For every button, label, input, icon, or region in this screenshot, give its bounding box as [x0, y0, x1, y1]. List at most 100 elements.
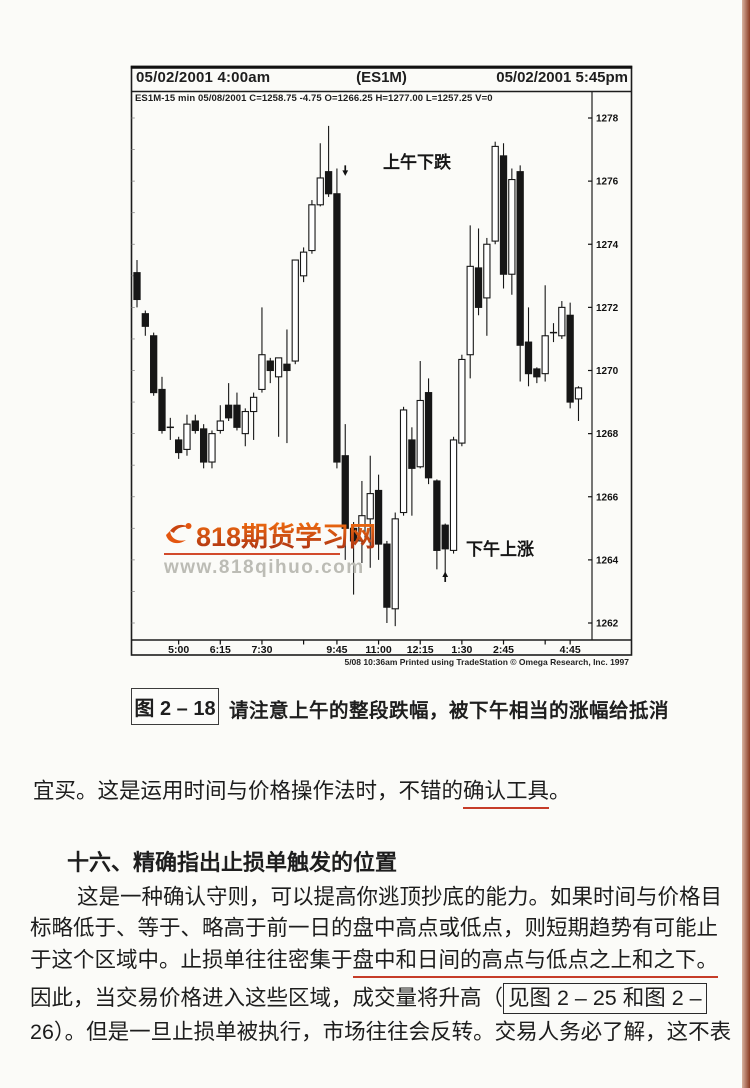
- candle-up: [483, 243, 491, 299]
- candle-down: [433, 480, 441, 551]
- x-axis-label: 4:45: [560, 644, 581, 656]
- candle-down: [524, 341, 533, 375]
- candle-down: [191, 420, 199, 432]
- candle-down: [266, 360, 274, 372]
- x-axis-label: 12:15: [407, 644, 434, 656]
- candle-up: [541, 335, 549, 375]
- y-axis-label: 1268: [596, 429, 619, 440]
- paragraph-2-line-4-lead: 因此，当交易价格进入这些区域，成交量将升高（: [30, 986, 504, 1010]
- section-heading: 十六、精确指出止损单触发的位置: [67, 850, 398, 875]
- watermark-url: www.818qihuo.com: [164, 557, 365, 578]
- x-axis-label: 11:00: [365, 644, 391, 656]
- candle-up: [274, 357, 283, 378]
- paragraph-2-line-3: 于这个区域中。止损单往往密集于盘中和日间的高点与低点之上和之下。: [30, 948, 719, 978]
- y-axis-label: 1276: [596, 177, 619, 188]
- candle-down: [349, 527, 358, 542]
- candle-down: [408, 439, 416, 469]
- paragraph-2-underlined-phrase: 盘中和日间的高点与低点之上和之下。: [352, 948, 719, 978]
- paragraph-1-underlined-phrase: 确认工具: [463, 779, 550, 809]
- candle-down: [150, 335, 158, 394]
- candle-down: [199, 428, 208, 463]
- candle-up: [366, 493, 374, 520]
- candle-up: [491, 145, 499, 242]
- candle-down: [499, 155, 508, 275]
- candle-down: [374, 489, 383, 545]
- paragraph-2-line-3-lead: 于这个区域中。止损单往往密集于: [30, 948, 353, 972]
- watermark: 818期货学习网 www.818qihuo.com: [164, 520, 376, 579]
- y-axis-label: 1278: [596, 114, 619, 125]
- x-axis-label: 5:00: [168, 644, 189, 656]
- x-axis-label: 7:30: [251, 644, 272, 656]
- candle-up: [249, 396, 258, 413]
- y-axis-label: 1270: [596, 366, 619, 377]
- y-axis-label: 1264: [596, 555, 619, 566]
- watermark-logo-icon: [164, 519, 194, 552]
- figure-label: 图 2 – 18: [134, 698, 216, 720]
- x-axis-label: 1:30: [451, 644, 472, 656]
- paragraph-1-lead: 宜买。这是运用时间与价格操作法时，不错的: [33, 779, 464, 803]
- candle-down: [516, 171, 524, 346]
- figure-caption: 请注意上午的整段跌幅，被下午相当的涨幅给抵消: [229, 700, 670, 722]
- chart-session-end: 05/02/2001 5:45pm: [496, 69, 628, 86]
- watermark-brand-text: 818期货学习网: [196, 522, 377, 552]
- chart-session-start: 05/02/2001 4:00am: [136, 69, 271, 86]
- x-axis-label: 6:15: [210, 644, 231, 656]
- chart-print-footer: 5/08 10:36am Printed using TradeStation …: [344, 657, 629, 667]
- candle-down: [141, 313, 149, 327]
- candle-up: [399, 409, 408, 514]
- x-axis-label: 9:45: [326, 644, 347, 656]
- candle-up: [449, 439, 458, 551]
- y-axis-label: 1266: [596, 492, 619, 503]
- candle-down: [341, 455, 349, 529]
- candle-up: [291, 259, 299, 362]
- figure-label-box: 图 2 – 18: [131, 688, 219, 725]
- watermark-underline: [164, 553, 340, 555]
- paragraph-2-line-5: 26）。但是一旦止损单被执行，市场往往会反转。交易人务必了解，这不表: [30, 1020, 732, 1044]
- candle-down: [424, 392, 433, 479]
- candle-up: [308, 204, 316, 252]
- paragraph-2-line-4: 因此，当交易价格进入这些区域，成交量将升高（ 见图 2 – 25 和图 2 –: [30, 983, 707, 1014]
- x-axis-label: 2:45: [493, 644, 514, 656]
- candle-down: [133, 272, 141, 301]
- candle-down: [283, 363, 291, 372]
- annotation-morning-decline: 上午下跌: [383, 153, 451, 172]
- candle-up: [258, 354, 266, 390]
- candle-down: [383, 543, 391, 608]
- candle-down: [175, 439, 183, 454]
- scanned-page-edge: [742, 0, 750, 1088]
- paragraph-2-line-1: 这是一种确认守则，可以提高你逃顶抄底的能力。如果时间与价格目: [77, 885, 723, 909]
- up-arrow-marker: [442, 571, 449, 577]
- down-arrow-marker: [342, 170, 349, 176]
- candle-down: [533, 368, 541, 378]
- candle-down: [324, 171, 333, 195]
- candle-up: [458, 358, 466, 444]
- candle-up: [241, 410, 249, 435]
- candle-up: [316, 177, 324, 206]
- chart-plot-area: 1262 1264 1266 1268 1270 1272 1274 1276 1278 5:00…: [131, 114, 619, 656]
- candle-up: [574, 387, 583, 400]
- y-axis-label: 1274: [596, 240, 619, 251]
- candle-down: [474, 267, 483, 308]
- candle-down: [158, 388, 166, 432]
- paragraph-2-line-2: 标略低于、等于、略高于前一日的盘中高点或低点，则短期趋势有可能止: [30, 916, 719, 940]
- candle-down: [333, 193, 341, 463]
- chart-symbol-title: (ES1M): [356, 69, 407, 86]
- y-axis-label: 1272: [596, 303, 619, 314]
- candle-up: [391, 518, 399, 610]
- candle-up: [466, 265, 474, 356]
- paragraph-1-tail: 。: [549, 779, 571, 803]
- chart-info-line: ES1M-15 min 05/08/2001 C=1258.75 -4.75 O…: [135, 93, 493, 104]
- candle-down: [233, 404, 241, 428]
- candle-up: [416, 399, 424, 468]
- candle-up: [508, 178, 516, 275]
- candle-up: [216, 420, 224, 432]
- annotation-afternoon-rally: 下午上涨: [466, 540, 534, 559]
- candle-up: [558, 306, 566, 337]
- paragraph-1: 宜买。这是运用时间与价格操作法时，不错的确认工具。: [33, 779, 571, 809]
- candle-up: [299, 251, 308, 277]
- candle-down: [441, 524, 449, 550]
- figure-reference-box: 见图 2 – 25 和图 2 –: [503, 983, 707, 1014]
- candle-down: [224, 404, 233, 419]
- candle-down: [566, 314, 574, 403]
